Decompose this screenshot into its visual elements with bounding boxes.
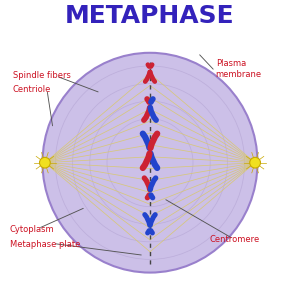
Text: Cytoplasm: Cytoplasm [10,225,54,234]
Text: Spindle fibers: Spindle fibers [13,70,70,80]
Text: Plasma
membrane: Plasma membrane [216,59,262,79]
Text: Centriole: Centriole [13,85,51,94]
Circle shape [250,157,260,168]
Text: Centromere: Centromere [210,236,260,244]
Circle shape [40,157,50,168]
Text: METAPHASE: METAPHASE [65,4,235,28]
Text: Metaphase plate: Metaphase plate [10,240,80,249]
Ellipse shape [43,53,257,273]
